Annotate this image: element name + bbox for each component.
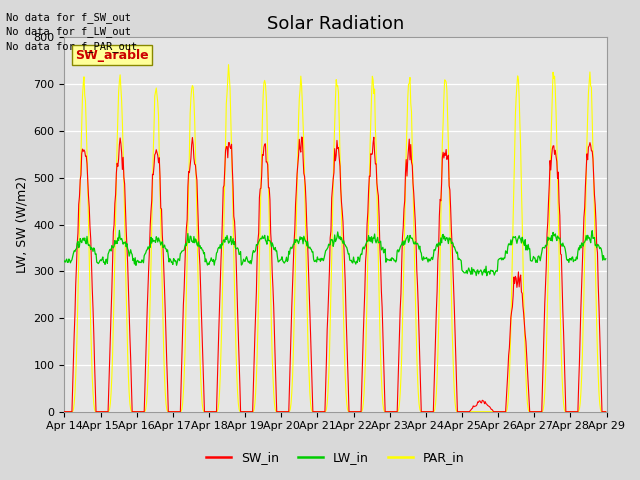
Title: Solar Radiation: Solar Radiation [267, 15, 404, 33]
Y-axis label: LW, SW (W/m2): LW, SW (W/m2) [15, 176, 28, 273]
Text: No data for f_PAR_out: No data for f_PAR_out [6, 41, 138, 52]
Legend: SW_in, LW_in, PAR_in: SW_in, LW_in, PAR_in [202, 446, 470, 469]
Text: SW_arable: SW_arable [76, 48, 149, 61]
Text: No data for f_SW_out: No data for f_SW_out [6, 12, 131, 23]
Text: No data for f_LW_out: No data for f_LW_out [6, 26, 131, 37]
